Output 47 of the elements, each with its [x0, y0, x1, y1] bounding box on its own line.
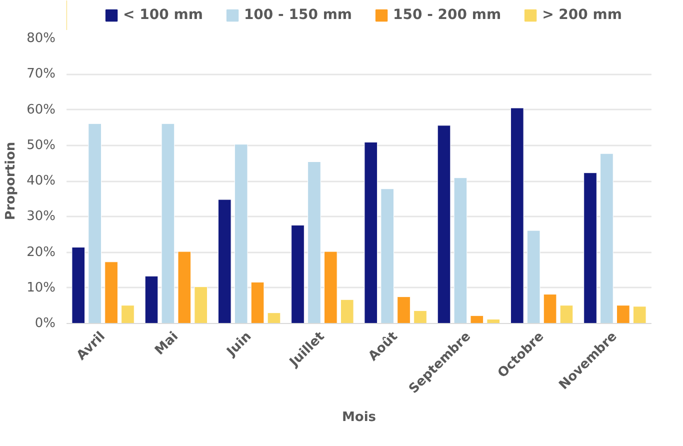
- y-tick-label: 10%: [26, 280, 56, 296]
- bar: [104, 262, 118, 324]
- bar: [178, 251, 192, 324]
- y-tick-label: 30%: [26, 209, 56, 224]
- y-tick-label: 0%: [34, 316, 56, 331]
- bar: [194, 286, 208, 324]
- bar: [632, 306, 646, 324]
- y-tick-label: 70%: [26, 66, 56, 82]
- bar: [414, 310, 427, 324]
- legend-label: 100 - 150 mm: [244, 7, 352, 23]
- bar: [616, 305, 630, 324]
- bar: [454, 178, 468, 324]
- bar: [380, 188, 394, 324]
- y-axis-title: Proportion: [4, 142, 19, 220]
- bar: [543, 294, 557, 324]
- bar: [510, 108, 524, 324]
- bar: [121, 305, 134, 324]
- bar: [340, 299, 354, 324]
- bar: [291, 224, 304, 324]
- bar: [324, 251, 338, 324]
- bar: [584, 172, 597, 324]
- bar: [486, 318, 500, 324]
- bar: [88, 123, 102, 324]
- bar: [526, 230, 540, 324]
- bar: [397, 296, 410, 324]
- bar: [250, 282, 264, 324]
- bar: [144, 276, 158, 324]
- bar: [560, 305, 574, 324]
- bar: [437, 125, 451, 324]
- x-axis-title: Mois: [342, 410, 376, 426]
- legend-label: < 100 mm: [123, 7, 203, 23]
- legend-label: 150 - 200 mm: [393, 7, 502, 23]
- bar: [308, 162, 321, 324]
- y-tick-label: 60%: [26, 102, 56, 118]
- bar: [267, 312, 281, 324]
- bar: [72, 247, 86, 324]
- y-tick-label: 50%: [26, 138, 56, 153]
- bar: [470, 315, 484, 324]
- bar: [161, 123, 175, 324]
- y-tick-label: 20%: [26, 244, 56, 260]
- y-tick-label: 40%: [26, 174, 56, 188]
- y-tick-label: 80%: [26, 31, 56, 46]
- bar: [600, 153, 614, 324]
- legend-label: > 200 mm: [542, 7, 622, 23]
- bar: [364, 142, 378, 324]
- bar: [234, 144, 248, 324]
- bar: [218, 199, 232, 324]
